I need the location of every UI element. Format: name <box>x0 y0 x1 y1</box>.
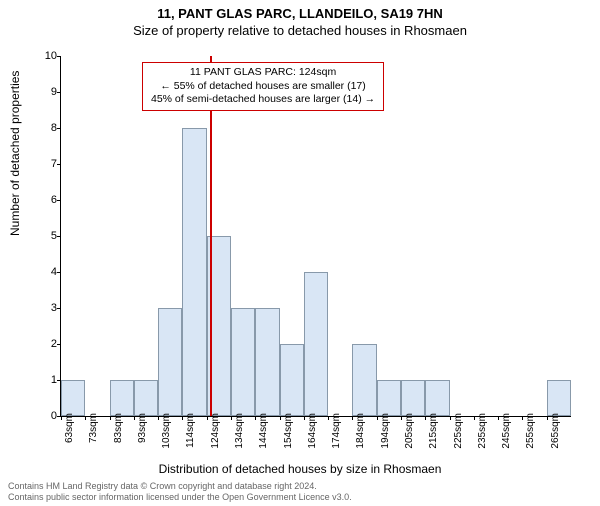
x-tick-label: 73sqm <box>88 413 99 443</box>
histogram-bar <box>158 308 182 416</box>
x-tick-mark <box>474 416 475 420</box>
footer-line-1: Contains HM Land Registry data © Crown c… <box>8 481 352 492</box>
chart-area: 01234567891063sqm73sqm83sqm93sqm103sqm11… <box>60 56 570 416</box>
y-tick-label: 1 <box>33 374 57 386</box>
chart-title-sub: Size of property relative to detached ho… <box>0 23 600 38</box>
x-tick-mark <box>158 416 159 420</box>
chart-title-main: 11, PANT GLAS PARC, LLANDEILO, SA19 7HN <box>0 6 600 21</box>
y-tick-mark <box>57 308 61 309</box>
histogram-bar <box>255 308 279 416</box>
x-tick-mark <box>328 416 329 420</box>
x-tick-mark <box>377 416 378 420</box>
x-tick-label: 83sqm <box>113 413 124 443</box>
x-tick-label: 265sqm <box>550 413 561 449</box>
histogram-bar <box>401 380 425 416</box>
x-tick-mark <box>134 416 135 420</box>
x-tick-mark <box>182 416 183 420</box>
y-tick-label: 7 <box>33 158 57 170</box>
x-tick-mark <box>352 416 353 420</box>
x-tick-mark <box>425 416 426 420</box>
x-tick-mark <box>255 416 256 420</box>
annotation-box: 11 PANT GLAS PARC: 124sqm ← 55% of detac… <box>142 62 384 111</box>
x-tick-label: 114sqm <box>185 413 196 448</box>
x-tick-mark <box>110 416 111 420</box>
y-tick-label: 10 <box>33 50 57 62</box>
y-tick-label: 0 <box>33 410 57 422</box>
x-tick-label: 225sqm <box>453 413 464 449</box>
x-tick-label: 174sqm <box>331 413 342 449</box>
x-tick-label: 255sqm <box>525 413 536 449</box>
footer-line-2: Contains public sector information licen… <box>8 492 352 503</box>
y-tick-mark <box>57 92 61 93</box>
y-tick-label: 4 <box>33 266 57 278</box>
x-tick-mark <box>547 416 548 420</box>
annotation-line-2: ← 55% of detached houses are smaller (17… <box>151 80 375 94</box>
histogram-bar <box>61 380 85 416</box>
x-tick-label: 144sqm <box>258 413 269 449</box>
annotation-line-3: 45% of semi-detached houses are larger (… <box>151 93 375 107</box>
y-tick-label: 5 <box>33 230 57 242</box>
x-tick-label: 194sqm <box>380 413 391 449</box>
x-tick-mark <box>522 416 523 420</box>
x-tick-label: 124sqm <box>210 413 221 449</box>
x-axis-label: Distribution of detached houses by size … <box>0 462 600 476</box>
x-tick-mark <box>498 416 499 420</box>
y-tick-mark <box>57 344 61 345</box>
histogram-bar <box>352 344 376 416</box>
y-tick-label: 2 <box>33 338 57 350</box>
y-tick-mark <box>57 164 61 165</box>
x-tick-mark <box>304 416 305 420</box>
histogram-bar <box>425 380 449 416</box>
histogram-bar <box>547 380 571 416</box>
x-tick-mark <box>207 416 208 420</box>
y-tick-mark <box>57 272 61 273</box>
x-tick-mark <box>231 416 232 420</box>
x-tick-label: 103sqm <box>161 413 172 449</box>
x-tick-label: 205sqm <box>404 413 415 449</box>
x-tick-mark <box>61 416 62 420</box>
x-tick-mark <box>450 416 451 420</box>
annotation-line-1: 11 PANT GLAS PARC: 124sqm <box>151 66 375 80</box>
histogram-bar <box>304 272 328 416</box>
y-tick-mark <box>57 236 61 237</box>
histogram-bar <box>182 128 206 416</box>
y-tick-label: 8 <box>33 122 57 134</box>
x-tick-label: 245sqm <box>501 413 512 449</box>
histogram-bar <box>231 308 255 416</box>
x-tick-label: 93sqm <box>137 413 148 443</box>
histogram-bar <box>134 380 158 416</box>
x-tick-label: 235sqm <box>477 413 488 449</box>
x-tick-label: 154sqm <box>283 413 294 449</box>
x-tick-label: 63sqm <box>64 413 75 443</box>
y-tick-mark <box>57 56 61 57</box>
x-tick-label: 184sqm <box>355 413 366 449</box>
histogram-bar <box>377 380 401 416</box>
y-tick-label: 6 <box>33 194 57 206</box>
x-tick-label: 164sqm <box>307 413 318 449</box>
y-axis-label: Number of detached properties <box>8 71 22 236</box>
x-tick-label: 134sqm <box>234 413 245 449</box>
y-tick-label: 9 <box>33 86 57 98</box>
histogram-bar <box>110 380 134 416</box>
histogram-bar <box>280 344 304 416</box>
y-tick-mark <box>57 128 61 129</box>
y-tick-label: 3 <box>33 302 57 314</box>
y-tick-mark <box>57 200 61 201</box>
x-tick-mark <box>280 416 281 420</box>
x-tick-mark <box>401 416 402 420</box>
x-tick-label: 215sqm <box>428 413 439 449</box>
x-tick-mark <box>85 416 86 420</box>
